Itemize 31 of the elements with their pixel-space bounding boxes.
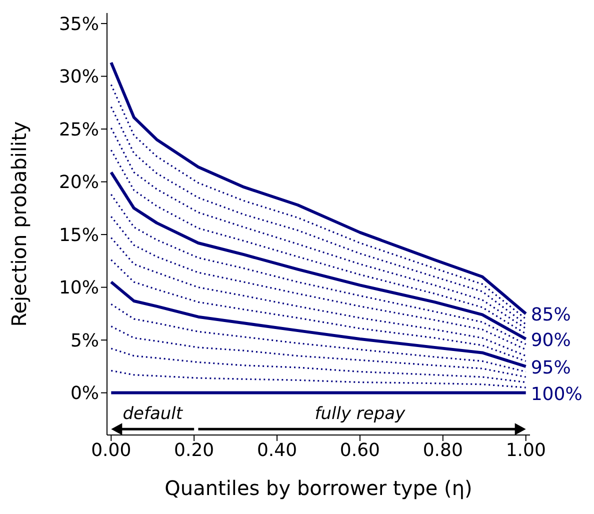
y-tick-label: 10% [58, 278, 99, 299]
line-series [110, 194, 527, 346]
y-tick-label: 20% [58, 172, 99, 194]
line-series [110, 370, 527, 388]
line-series [110, 326, 527, 378]
x-tick-label: 1.00 [506, 440, 546, 461]
x-tick-label: 0.60 [340, 440, 380, 461]
annotation: fully repay [314, 404, 406, 424]
line-series [110, 348, 527, 384]
line-series [110, 259, 527, 362]
line-series [110, 216, 527, 350]
line-series [110, 236, 527, 357]
series-label: 85% [530, 304, 571, 326]
y-tick-label: 15% [58, 224, 99, 246]
y-tick-label: 0% [70, 383, 99, 404]
x-tick-label: 0.80 [422, 440, 463, 461]
y-tick-label: 30% [58, 66, 99, 88]
series-label: 95% [530, 357, 571, 378]
series-label: 90% [530, 330, 571, 351]
line-series [110, 303, 527, 372]
x-tick-label: 0.20 [174, 440, 214, 461]
series-label: 100% [530, 384, 582, 405]
x-axis-title: Quantiles by borrower type (η) [164, 476, 472, 500]
line-series [110, 280, 528, 368]
y-tick-label: 35% [58, 14, 99, 35]
annotation: default [122, 404, 184, 424]
y-tick-label: 25% [58, 119, 99, 140]
y-axis-title: Rejection probability [7, 121, 32, 327]
y-tick-label: 5% [70, 330, 99, 352]
x-tick-label: 0.40 [256, 440, 298, 461]
x-tick-label: 0.00 [91, 440, 132, 461]
